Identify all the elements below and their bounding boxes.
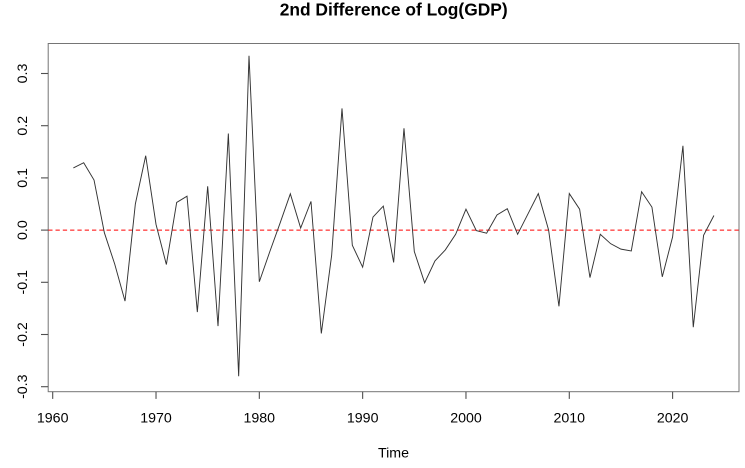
svg-text:Time: Time — [378, 445, 409, 461]
svg-text:1960: 1960 — [37, 410, 69, 426]
svg-text:1980: 1980 — [244, 410, 276, 426]
svg-text:1990: 1990 — [347, 410, 379, 426]
svg-text:0.1: 0.1 — [15, 168, 31, 188]
svg-text:2010: 2010 — [554, 410, 586, 426]
svg-text:2000: 2000 — [450, 410, 482, 426]
svg-text:-0.2: -0.2 — [15, 322, 31, 347]
svg-text:0.0: 0.0 — [15, 220, 31, 240]
svg-text:2020: 2020 — [657, 410, 689, 426]
svg-text:0.3: 0.3 — [15, 64, 31, 84]
svg-text:0.2: 0.2 — [15, 116, 31, 136]
svg-text:-0.1: -0.1 — [15, 270, 31, 295]
svg-text:2nd Difference of Log(GDP): 2nd Difference of Log(GDP) — [280, 0, 508, 20]
svg-text:-0.3: -0.3 — [15, 374, 31, 399]
svg-text:1970: 1970 — [140, 410, 172, 426]
